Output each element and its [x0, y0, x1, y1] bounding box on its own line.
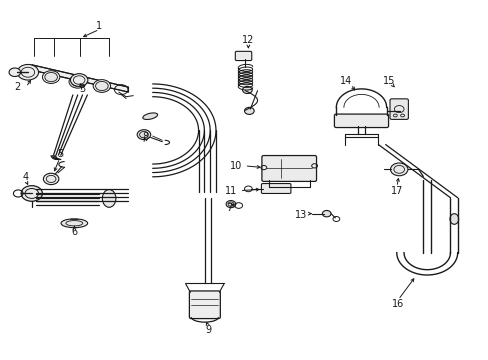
Circle shape: [322, 211, 330, 217]
Text: 17: 17: [390, 186, 402, 195]
Polygon shape: [32, 65, 128, 92]
Circle shape: [21, 186, 42, 201]
Circle shape: [93, 80, 110, 93]
Ellipse shape: [142, 113, 157, 120]
Text: 12: 12: [242, 35, 254, 45]
Text: 8: 8: [142, 132, 148, 143]
FancyBboxPatch shape: [389, 99, 407, 120]
Text: 16: 16: [391, 299, 404, 309]
Text: 13: 13: [294, 211, 306, 220]
Circle shape: [137, 130, 150, 140]
Circle shape: [42, 71, 60, 84]
Text: 11: 11: [224, 186, 237, 195]
Text: 7: 7: [225, 203, 232, 213]
FancyBboxPatch shape: [189, 291, 220, 319]
Text: 1: 1: [96, 21, 102, 31]
Circle shape: [390, 163, 407, 176]
FancyBboxPatch shape: [262, 156, 316, 181]
Ellipse shape: [449, 214, 458, 224]
Ellipse shape: [102, 190, 116, 207]
FancyBboxPatch shape: [235, 51, 251, 60]
Text: 9: 9: [205, 325, 211, 335]
FancyBboxPatch shape: [261, 184, 290, 193]
Text: 3: 3: [80, 84, 85, 94]
Text: 4: 4: [23, 172, 29, 182]
Ellipse shape: [61, 219, 87, 228]
Circle shape: [43, 173, 59, 185]
Circle shape: [69, 75, 86, 88]
Circle shape: [225, 201, 235, 208]
Circle shape: [244, 107, 254, 114]
Text: 5: 5: [57, 149, 63, 159]
Circle shape: [9, 68, 20, 77]
Text: 2: 2: [14, 82, 20, 92]
Text: 6: 6: [71, 228, 77, 238]
Circle shape: [242, 86, 252, 94]
FancyBboxPatch shape: [334, 114, 388, 127]
Text: 15: 15: [383, 76, 395, 86]
Text: 10: 10: [230, 161, 242, 171]
Circle shape: [70, 74, 88, 86]
Circle shape: [17, 64, 39, 80]
Text: 14: 14: [339, 76, 351, 86]
